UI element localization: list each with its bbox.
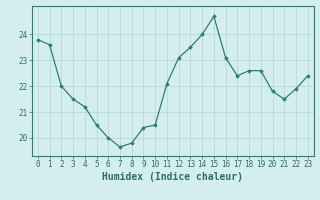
X-axis label: Humidex (Indice chaleur): Humidex (Indice chaleur): [102, 172, 243, 182]
